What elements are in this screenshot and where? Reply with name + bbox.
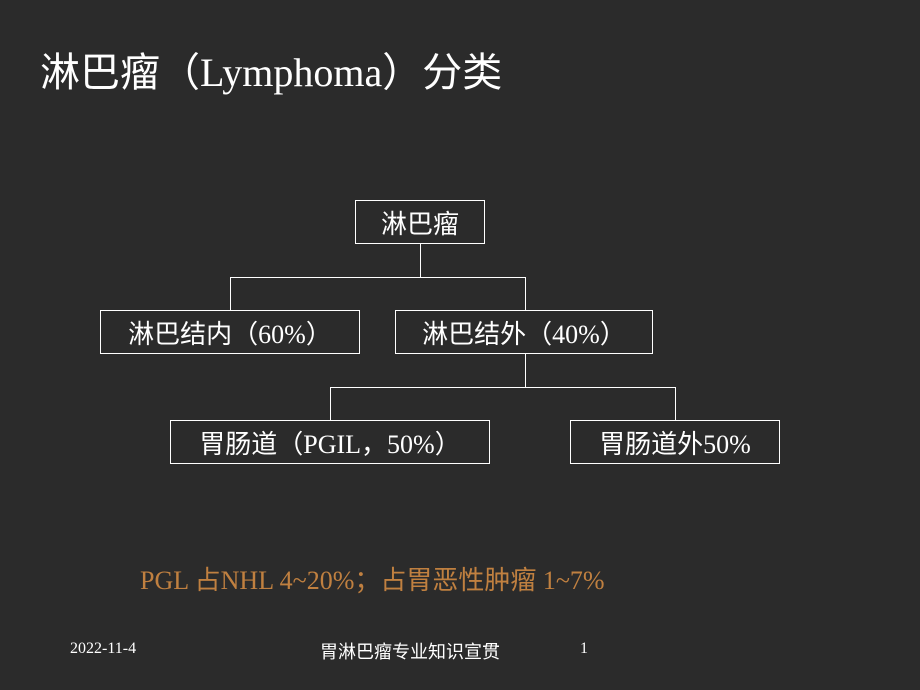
node-right2: 胃肠道外50%	[570, 420, 780, 464]
node-left2: 胃肠道（PGIL，50%）	[170, 420, 490, 464]
footer-date: 2022-11-4	[70, 640, 136, 658]
brace-2-drop-right	[675, 387, 676, 420]
slide-title: 淋巴瘤（Lymphoma）分类	[40, 40, 502, 98]
node-right1: 淋巴结外（40%）	[395, 310, 653, 354]
brace-1-drop-right	[525, 277, 526, 310]
footnote-text: PGL 占NHL 4~20%；占胃恶性肿瘤 1~7%	[140, 560, 605, 597]
brace-2-stem	[525, 354, 526, 387]
footer-subtitle: 胃淋巴瘤专业知识宣贯	[320, 638, 500, 664]
node-left1: 淋巴结内（60%）	[100, 310, 360, 354]
brace-2-bar	[330, 387, 675, 388]
footer-page-number: 1	[580, 640, 588, 658]
brace-2-drop-left	[330, 387, 331, 420]
brace-1-stem	[420, 244, 421, 277]
brace-1-drop-left	[230, 277, 231, 310]
node-root: 淋巴瘤	[355, 200, 485, 244]
brace-1-bar	[230, 277, 525, 278]
